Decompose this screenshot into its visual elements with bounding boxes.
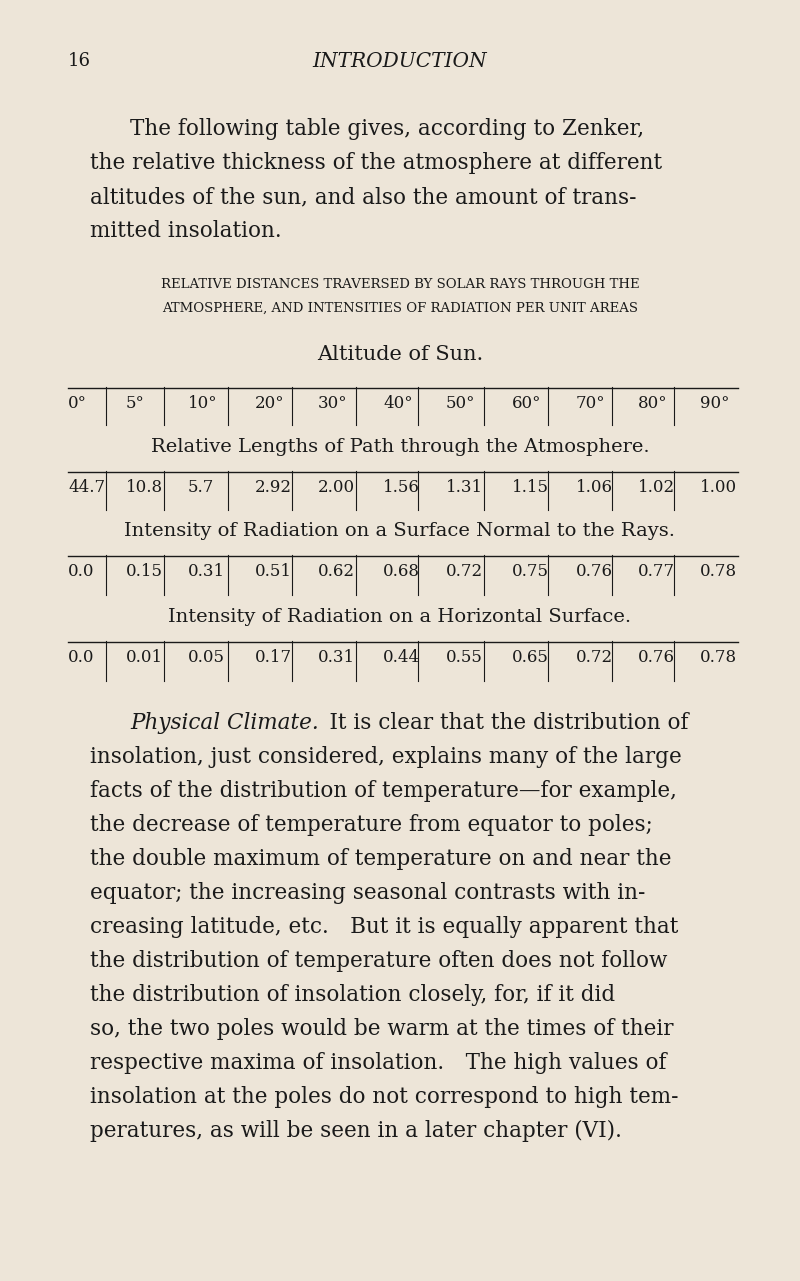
- Text: 10°: 10°: [188, 395, 218, 412]
- Text: 0.15: 0.15: [126, 564, 163, 580]
- Text: insolation at the poles do not correspond to high tem-: insolation at the poles do not correspon…: [90, 1086, 678, 1108]
- Text: 5.7: 5.7: [188, 479, 214, 496]
- Text: the distribution of temperature often does not follow: the distribution of temperature often do…: [90, 951, 667, 972]
- Text: 2.92: 2.92: [255, 479, 292, 496]
- Text: 0.77: 0.77: [638, 564, 675, 580]
- Text: Intensity of Radiation on a Surface Normal to the Rays.: Intensity of Radiation on a Surface Norm…: [125, 521, 675, 541]
- Text: 0.17: 0.17: [255, 649, 292, 666]
- Text: creasing latitude, etc. But it is equally apparent that: creasing latitude, etc. But it is equall…: [90, 916, 678, 938]
- Text: 1.06: 1.06: [576, 479, 613, 496]
- Text: the decrease of temperature from equator to poles;: the decrease of temperature from equator…: [90, 813, 653, 836]
- Text: 40°: 40°: [383, 395, 413, 412]
- Text: 0.05: 0.05: [188, 649, 225, 666]
- Text: 1.00: 1.00: [700, 479, 737, 496]
- Text: insolation, just considered, explains many of the large: insolation, just considered, explains ma…: [90, 746, 682, 769]
- Text: 0.31: 0.31: [188, 564, 225, 580]
- Text: altitudes of the sun, and also the amount of trans-: altitudes of the sun, and also the amoun…: [90, 186, 637, 208]
- Text: 10.8: 10.8: [126, 479, 163, 496]
- Text: 1.15: 1.15: [512, 479, 549, 496]
- Text: 60°: 60°: [512, 395, 542, 412]
- Text: facts of the distribution of temperature—for example,: facts of the distribution of temperature…: [90, 780, 677, 802]
- Text: 44.7: 44.7: [68, 479, 105, 496]
- Text: the relative thickness of the atmosphere at different: the relative thickness of the atmosphere…: [90, 152, 662, 174]
- Text: 0.65: 0.65: [512, 649, 549, 666]
- Text: 0.76: 0.76: [576, 564, 613, 580]
- Text: Relative Lengths of Path through the Atmosphere.: Relative Lengths of Path through the Atm…: [150, 438, 650, 456]
- Text: ATMOSPHERE, AND INTENSITIES OF RADIATION PER UNIT AREAS: ATMOSPHERE, AND INTENSITIES OF RADIATION…: [162, 302, 638, 315]
- Text: 80°: 80°: [638, 395, 668, 412]
- Text: 0.01: 0.01: [126, 649, 163, 666]
- Text: Altitude of Sun.: Altitude of Sun.: [317, 345, 483, 364]
- Text: 1.56: 1.56: [383, 479, 420, 496]
- Text: 30°: 30°: [318, 395, 348, 412]
- Text: 0.72: 0.72: [576, 649, 613, 666]
- Text: peratures, as will be seen in a later chapter (VI).: peratures, as will be seen in a later ch…: [90, 1120, 622, 1143]
- Text: 0°: 0°: [68, 395, 87, 412]
- Text: 20°: 20°: [255, 395, 285, 412]
- Text: equator; the increasing seasonal contrasts with in-: equator; the increasing seasonal contras…: [90, 883, 646, 904]
- Text: 0.68: 0.68: [383, 564, 420, 580]
- Text: 90°: 90°: [700, 395, 730, 412]
- Text: 1.31: 1.31: [446, 479, 483, 496]
- Text: 0.0: 0.0: [68, 564, 94, 580]
- Text: 70°: 70°: [576, 395, 606, 412]
- Text: 0.55: 0.55: [446, 649, 483, 666]
- Text: 0.75: 0.75: [512, 564, 549, 580]
- Text: Intensity of Radiation on a Horizontal Surface.: Intensity of Radiation on a Horizontal S…: [169, 608, 631, 626]
- Text: 0.62: 0.62: [318, 564, 355, 580]
- Text: 0.44: 0.44: [383, 649, 420, 666]
- Text: mitted insolation.: mitted insolation.: [90, 220, 282, 242]
- Text: 1.02: 1.02: [638, 479, 675, 496]
- Text: 0.72: 0.72: [446, 564, 483, 580]
- Text: Physical Climate.: Physical Climate.: [130, 712, 318, 734]
- Text: The following table gives, according to Zenker,: The following table gives, according to …: [130, 118, 644, 140]
- Text: RELATIVE DISTANCES TRAVERSED BY SOLAR RAYS THROUGH THE: RELATIVE DISTANCES TRAVERSED BY SOLAR RA…: [161, 278, 639, 291]
- Text: 5°: 5°: [126, 395, 145, 412]
- Text: the distribution of insolation closely, for, if it did: the distribution of insolation closely, …: [90, 984, 615, 1006]
- Text: respective maxima of insolation. The high values of: respective maxima of insolation. The hig…: [90, 1052, 666, 1073]
- Text: 2.00: 2.00: [318, 479, 355, 496]
- Text: 0.78: 0.78: [700, 564, 737, 580]
- Text: 16: 16: [68, 53, 91, 70]
- Text: 50°: 50°: [446, 395, 475, 412]
- Text: 0.76: 0.76: [638, 649, 675, 666]
- Text: so, the two poles would be warm at the times of their: so, the two poles would be warm at the t…: [90, 1018, 674, 1040]
- Text: INTRODUCTION: INTRODUCTION: [313, 53, 487, 70]
- Text: 0.78: 0.78: [700, 649, 737, 666]
- Text: 0.0: 0.0: [68, 649, 94, 666]
- Text: It is clear that the distribution of: It is clear that the distribution of: [308, 712, 689, 734]
- Text: 0.31: 0.31: [318, 649, 355, 666]
- Text: 0.51: 0.51: [255, 564, 292, 580]
- Text: the double maximum of temperature on and near the: the double maximum of temperature on and…: [90, 848, 671, 870]
